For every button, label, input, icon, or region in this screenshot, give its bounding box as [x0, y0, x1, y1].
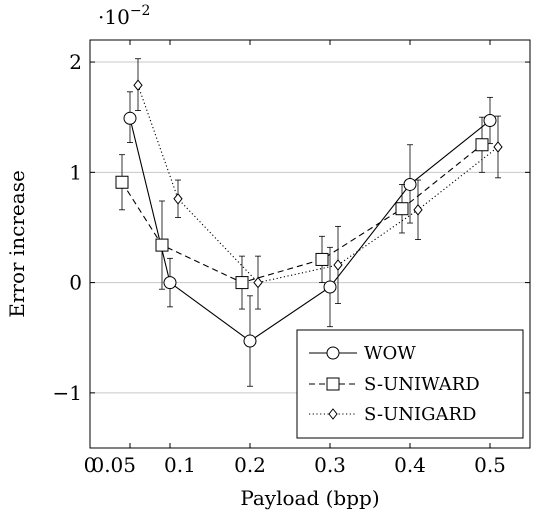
x-tick-label: 0 — [84, 453, 97, 477]
x-tick-label: 0.2 — [234, 453, 266, 477]
legend-circle-marker — [326, 346, 340, 360]
series-s-uniward — [115, 116, 489, 310]
series-s-unigard — [133, 58, 503, 310]
y-tick-label: 2 — [69, 50, 82, 74]
legend-item-wow: WOW — [309, 343, 416, 364]
data-point — [315, 252, 329, 266]
legend-diamond-marker — [328, 408, 338, 420]
data-point — [235, 276, 249, 290]
legend: WOW S-UNIWARD S-UNIGARD — [296, 329, 524, 439]
y-tick-label: −1 — [53, 381, 82, 405]
series-layer — [115, 58, 503, 387]
data-point — [115, 175, 129, 189]
data-point — [173, 192, 183, 205]
data-point — [493, 141, 503, 153]
series-line — [129, 118, 491, 342]
data-point — [155, 238, 169, 252]
data-point — [483, 113, 497, 127]
legend-item-s-unigard: S-UNIGARD — [309, 404, 476, 425]
data-point — [243, 334, 257, 348]
data-point — [253, 276, 263, 289]
x-tick-label: 0.4 — [394, 453, 426, 477]
plot-area-frame — [89, 39, 531, 449]
y-tick-label: 0 — [69, 271, 82, 295]
data-point — [475, 138, 489, 152]
data-point — [333, 259, 343, 271]
legend-square-marker — [326, 377, 340, 391]
series-wow — [123, 91, 497, 387]
y-tick-label: 1 — [69, 160, 82, 184]
legend-label-s-unigard: S-UNIGARD — [364, 404, 476, 425]
x-tick-label: 0.1 — [164, 453, 196, 477]
series-line — [121, 144, 483, 284]
y-multiplier: ·10−2 — [98, 3, 150, 29]
data-point — [403, 177, 417, 191]
x-tick-label: 0.5 — [474, 453, 506, 477]
data-point — [323, 280, 337, 294]
y-axis-label: Error increase — [5, 170, 29, 318]
legend-label-wow: WOW — [364, 343, 416, 364]
data-point — [163, 276, 177, 290]
legend-label-s-uniward: S-UNIWARD — [364, 374, 480, 395]
data-point — [413, 204, 423, 216]
x-axis-label: Payload (bpp) — [240, 486, 379, 510]
data-point — [123, 111, 137, 125]
legend-item-s-uniward: S-UNIWARD — [309, 374, 480, 395]
data-point — [395, 202, 409, 216]
x-tick-label: 0.05 — [91, 453, 136, 477]
data-point — [133, 79, 143, 92]
x-tick-label: 0.3 — [314, 453, 346, 477]
series-line — [137, 85, 499, 284]
